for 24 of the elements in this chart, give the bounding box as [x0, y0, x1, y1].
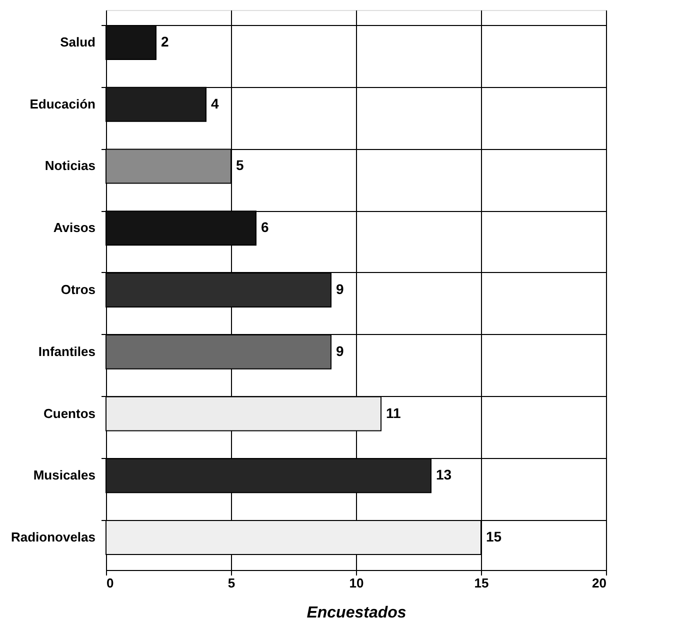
data-label: 6	[261, 219, 269, 236]
x-tick-label: 15	[474, 576, 489, 590]
data-label: 4	[211, 95, 219, 112]
y-tick-label: Infantiles	[38, 344, 96, 359]
x-tick-label: 10	[349, 576, 364, 590]
y-tick-label: Noticias	[44, 158, 96, 174]
data-label: 5	[236, 157, 244, 174]
x-tick-label: 5	[228, 576, 236, 590]
y-tick-label: Otros	[60, 282, 96, 297]
y-tick-label: Avisos	[53, 220, 96, 236]
data-label: 15	[486, 528, 502, 545]
y-tick-label: Salud	[60, 34, 96, 50]
x-tick-label: 20	[592, 576, 606, 590]
y-tick-label: Musicales	[33, 468, 96, 483]
data-label: 13	[436, 466, 452, 483]
y-tick-label: Cuentos	[44, 406, 96, 421]
x-tick-label: 0	[106, 576, 114, 590]
data-label: 11	[386, 404, 402, 421]
data-label: 2	[161, 33, 169, 50]
data-label: 9	[336, 281, 344, 297]
y-tick-label: Radionovelas	[10, 530, 96, 545]
x-axis-title: Encuestados	[306, 604, 406, 622]
y-tick-label: Educación	[30, 96, 96, 112]
data-label: 9	[336, 342, 344, 359]
